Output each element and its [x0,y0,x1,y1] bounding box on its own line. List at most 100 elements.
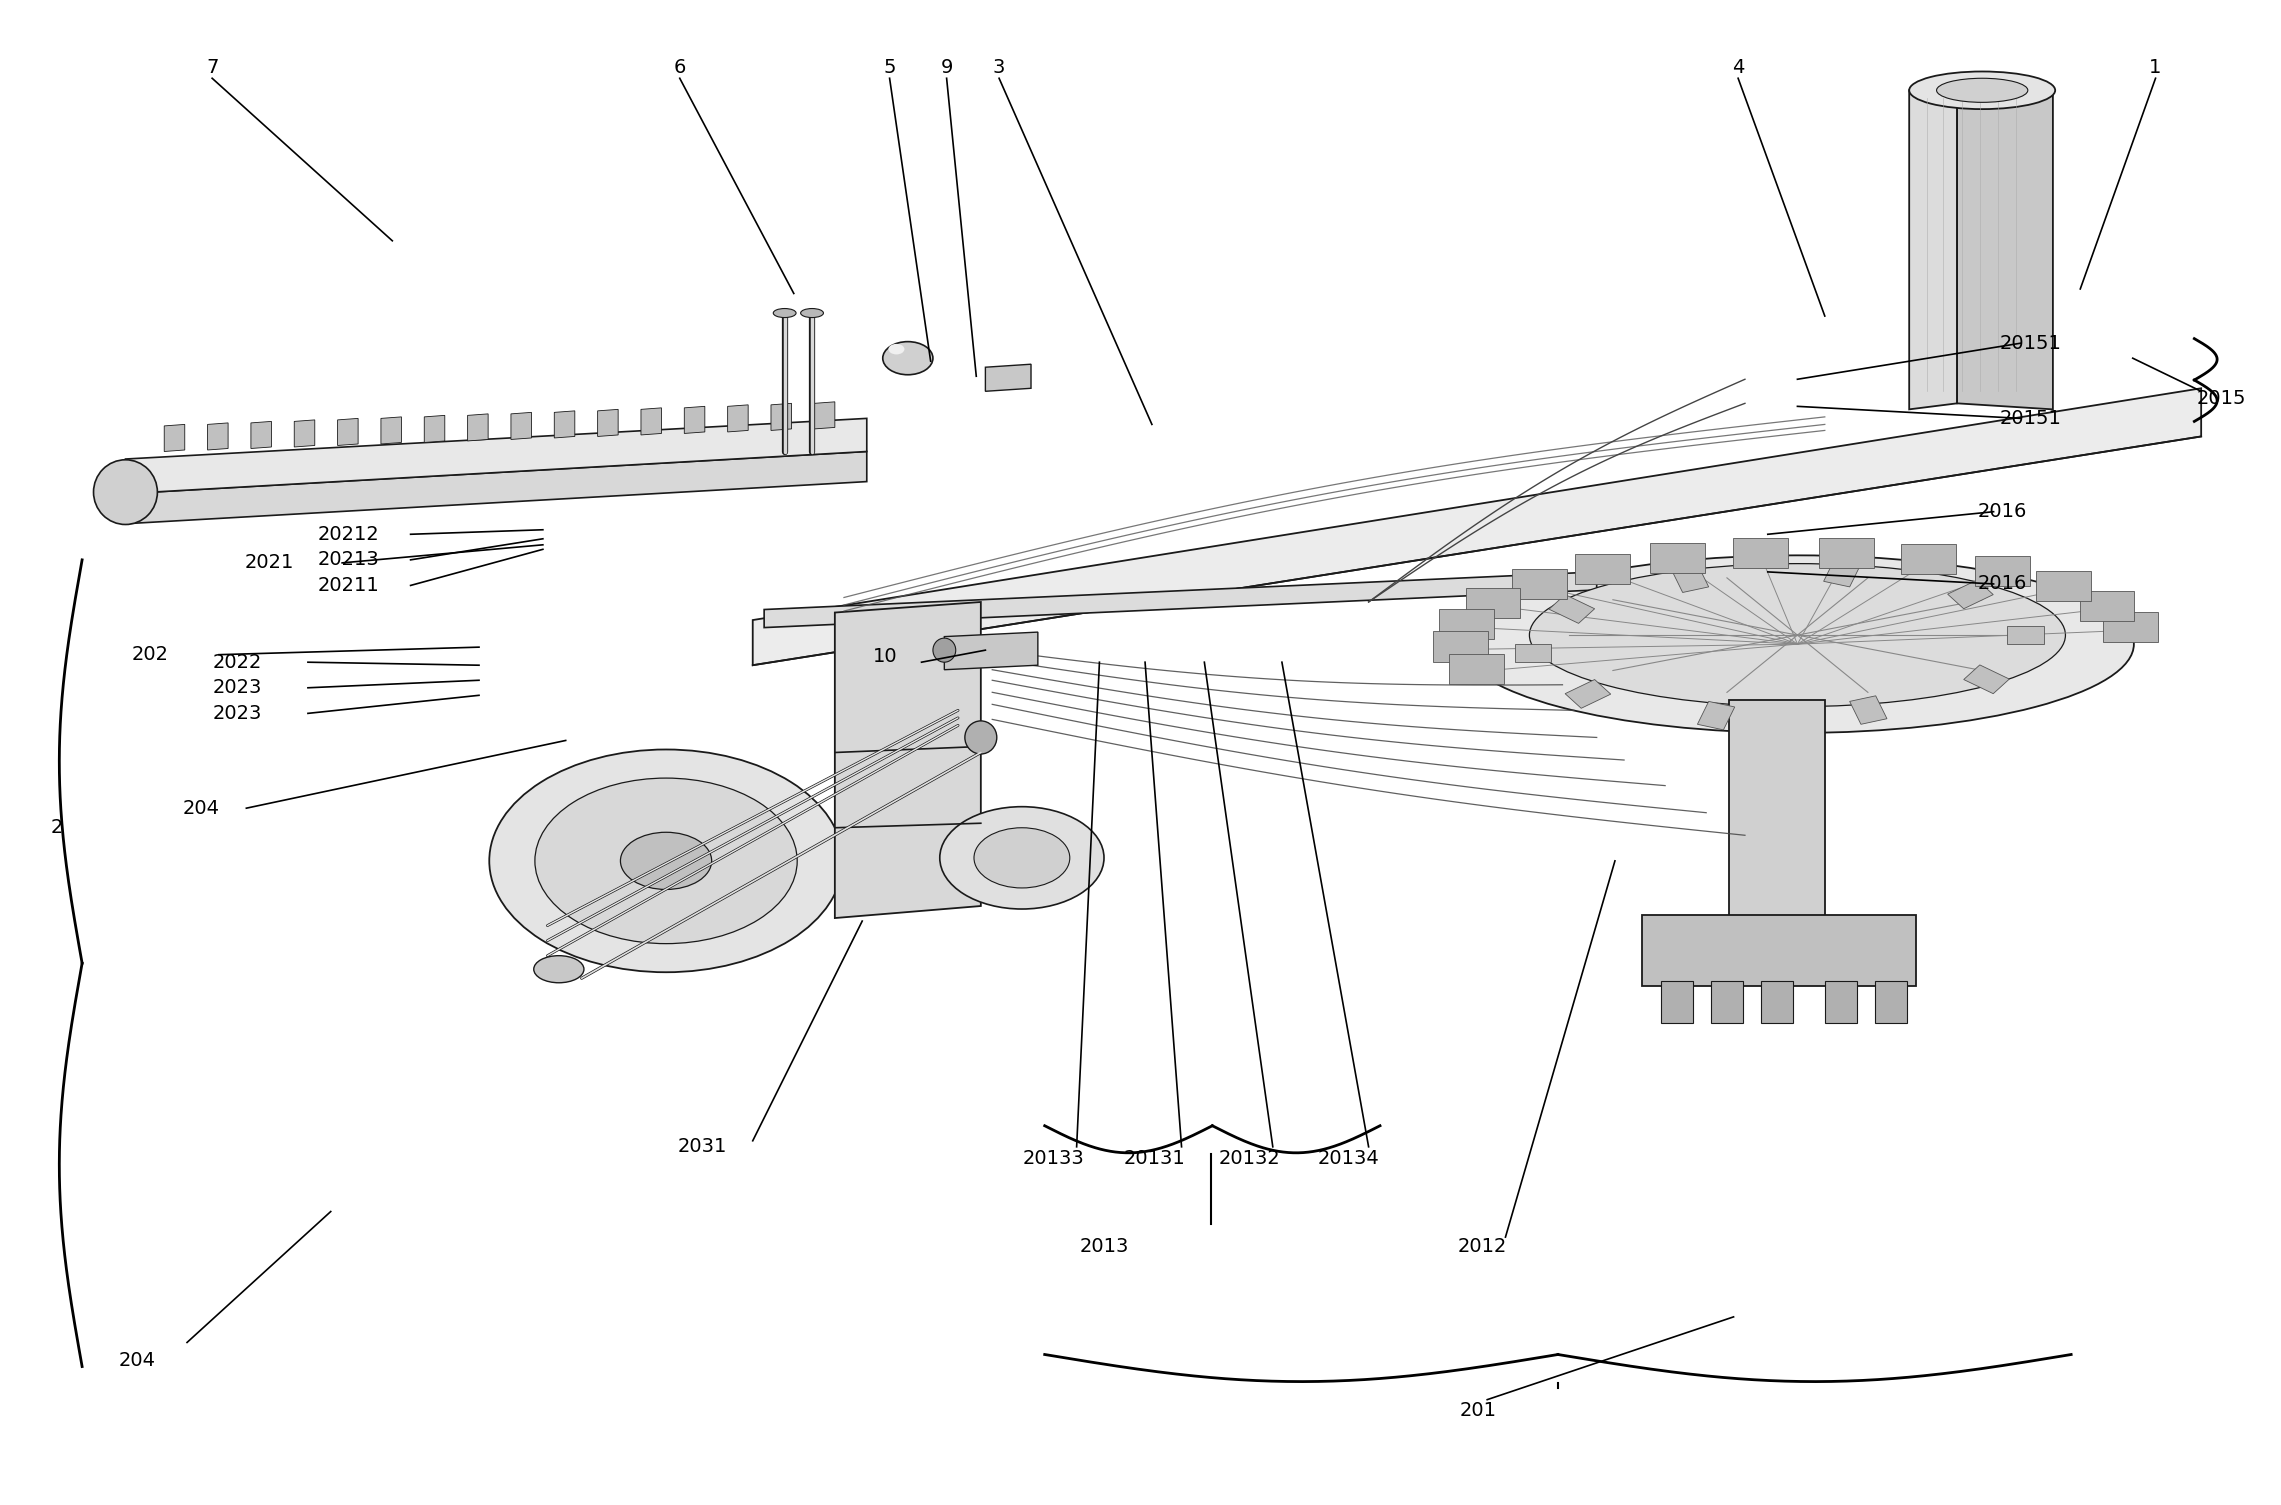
Text: 1: 1 [2149,59,2162,77]
Bar [2037,572,2092,602]
Text: 2021: 2021 [244,554,294,572]
Text: 20212: 20212 [317,525,381,543]
Bar [1964,665,2010,694]
Polygon shape [771,403,792,430]
Polygon shape [835,602,981,918]
Polygon shape [338,418,358,445]
Polygon shape [728,405,748,432]
Bar [1850,695,1886,724]
Text: 2023: 2023 [212,679,262,697]
Ellipse shape [534,778,798,944]
Polygon shape [753,388,2201,665]
Text: 204: 204 [119,1351,155,1370]
Text: 20151: 20151 [1998,334,2062,352]
Text: 2: 2 [50,819,64,837]
Ellipse shape [1462,555,2135,733]
Bar [1900,545,1955,575]
Polygon shape [1729,700,1825,918]
Text: 202: 202 [132,646,169,664]
Text: 2016: 2016 [1978,503,2028,521]
Ellipse shape [965,721,997,754]
Bar [1761,981,1793,1023]
Text: 201: 201 [1460,1401,1496,1419]
Text: 2016: 2016 [1978,575,2028,593]
Text: 2015: 2015 [2197,390,2247,408]
Bar [1467,587,1521,617]
Polygon shape [1642,915,1916,986]
Ellipse shape [534,956,584,983]
Ellipse shape [94,461,157,525]
Text: 20211: 20211 [317,576,381,594]
Polygon shape [764,572,1597,628]
Polygon shape [125,452,867,524]
Bar [1574,554,1629,584]
Ellipse shape [773,309,796,318]
Ellipse shape [887,345,903,354]
Polygon shape [468,414,488,441]
Text: 6: 6 [673,59,687,77]
Text: 2022: 2022 [212,653,262,671]
Polygon shape [554,411,575,438]
Polygon shape [125,418,867,494]
Bar [2103,613,2158,643]
Text: 10: 10 [874,647,896,665]
Text: 20134: 20134 [1316,1150,1380,1168]
Ellipse shape [801,309,823,318]
Bar [1661,981,1693,1023]
Text: 20133: 20133 [1022,1150,1086,1168]
Bar [1975,555,2030,585]
Bar [2080,590,2135,620]
Bar [1515,644,1551,662]
Bar [1549,594,1594,623]
Text: 2023: 2023 [212,704,262,722]
Text: 4: 4 [1731,59,1745,77]
Polygon shape [511,412,531,439]
Ellipse shape [1531,564,2067,707]
Ellipse shape [974,828,1070,888]
Polygon shape [944,632,1038,670]
Ellipse shape [1937,78,2028,102]
Text: 2013: 2013 [1079,1237,1129,1255]
Text: 20213: 20213 [317,551,381,569]
Bar [2007,626,2044,644]
Polygon shape [294,420,315,447]
Ellipse shape [933,638,956,662]
Bar [1512,569,1567,599]
Polygon shape [1909,90,1957,409]
Bar [1825,981,1857,1023]
Text: 2031: 2031 [677,1138,728,1156]
Text: 7: 7 [205,59,219,77]
Ellipse shape [1909,72,2055,110]
Text: 20131: 20131 [1122,1150,1186,1168]
Bar [1439,610,1494,640]
Bar [1565,680,1610,709]
Bar [1948,579,1994,608]
Bar [1823,558,1861,587]
Text: 3: 3 [992,59,1006,77]
Text: 9: 9 [940,59,953,77]
Polygon shape [251,421,271,448]
Text: 20132: 20132 [1218,1150,1282,1168]
Bar [1432,632,1487,662]
Ellipse shape [488,749,844,972]
Bar [1734,537,1788,567]
Polygon shape [424,415,445,442]
Ellipse shape [620,832,712,889]
Bar [1651,543,1706,573]
Polygon shape [684,406,705,433]
Polygon shape [381,417,401,444]
Bar [1875,981,1907,1023]
Text: 204: 204 [182,799,219,817]
Text: 20151: 20151 [1998,409,2062,427]
Bar [1448,653,1503,683]
Ellipse shape [940,807,1104,909]
Bar [1697,701,1736,730]
Polygon shape [164,424,185,452]
Polygon shape [208,423,228,450]
Text: 2012: 2012 [1458,1237,1508,1255]
Polygon shape [814,402,835,429]
Bar [1711,981,1743,1023]
Polygon shape [985,364,1031,391]
Polygon shape [1957,90,2053,409]
Text: 5: 5 [883,59,896,77]
